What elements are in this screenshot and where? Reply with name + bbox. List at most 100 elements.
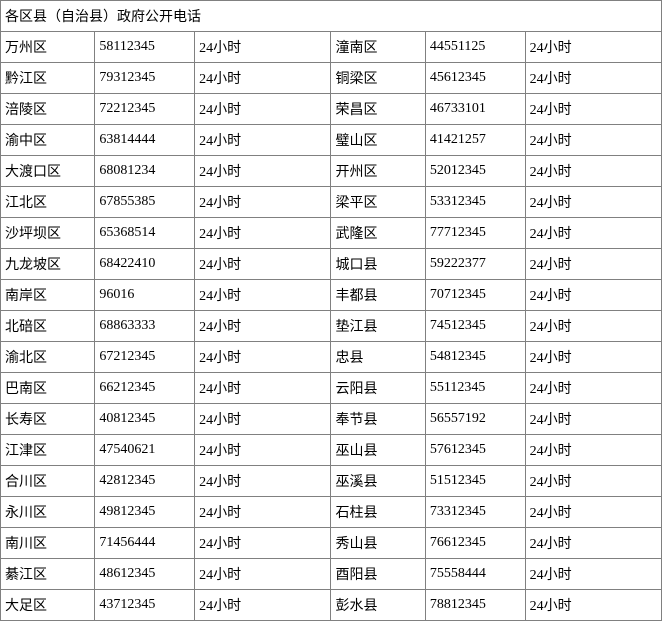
district-name-right: 云阳县 [331, 373, 425, 404]
hours-right: 24小时 [525, 218, 661, 249]
phone-number-left: 72212345 [95, 94, 195, 125]
table-row: 涪陵区7221234524小时荣昌区4673310124小时 [1, 94, 662, 125]
hours-left: 24小时 [195, 435, 331, 466]
district-name-right: 城口县 [331, 249, 425, 280]
district-name-right: 巫溪县 [331, 466, 425, 497]
table-row: 渝中区6381444424小时璧山区4142125724小时 [1, 125, 662, 156]
phone-number-right: 41421257 [425, 125, 525, 156]
district-name-left: 南岸区 [1, 280, 95, 311]
hours-right: 24小时 [525, 528, 661, 559]
district-name-right: 秀山县 [331, 528, 425, 559]
hours-left: 24小时 [195, 32, 331, 63]
table-row: 沙坪坝区6536851424小时武隆区7771234524小时 [1, 218, 662, 249]
district-name-right: 开州区 [331, 156, 425, 187]
district-name-left: 南川区 [1, 528, 95, 559]
hours-left: 24小时 [195, 590, 331, 621]
hours-left: 24小时 [195, 94, 331, 125]
hours-left: 24小时 [195, 373, 331, 404]
hours-right: 24小时 [525, 435, 661, 466]
phone-number-right: 77712345 [425, 218, 525, 249]
phone-number-left: 96016 [95, 280, 195, 311]
hours-right: 24小时 [525, 249, 661, 280]
district-name-right: 武隆区 [331, 218, 425, 249]
hours-right: 24小时 [525, 342, 661, 373]
phone-number-left: 63814444 [95, 125, 195, 156]
table-row: 巴南区6621234524小时云阳县5511234524小时 [1, 373, 662, 404]
table-row: 北碚区6886333324小时垫江县7451234524小时 [1, 311, 662, 342]
district-name-left: 黔江区 [1, 63, 95, 94]
district-name-left: 巴南区 [1, 373, 95, 404]
table-row: 江北区6785538524小时梁平区5331234524小时 [1, 187, 662, 218]
district-name-right: 荣昌区 [331, 94, 425, 125]
phone-number-left: 79312345 [95, 63, 195, 94]
district-name-left: 大渡口区 [1, 156, 95, 187]
phone-number-right: 75558444 [425, 559, 525, 590]
district-name-right: 巫山县 [331, 435, 425, 466]
phone-number-left: 58112345 [95, 32, 195, 63]
phone-number-left: 66212345 [95, 373, 195, 404]
district-name-right: 忠县 [331, 342, 425, 373]
table-row: 江津区4754062124小时巫山县5761234524小时 [1, 435, 662, 466]
phone-number-left: 71456444 [95, 528, 195, 559]
phone-number-left: 67212345 [95, 342, 195, 373]
phone-number-right: 55112345 [425, 373, 525, 404]
phone-number-left: 48612345 [95, 559, 195, 590]
hours-right: 24小时 [525, 125, 661, 156]
phone-number-right: 56557192 [425, 404, 525, 435]
district-name-left: 渝北区 [1, 342, 95, 373]
phone-number-left: 68081234 [95, 156, 195, 187]
hours-right: 24小时 [525, 590, 661, 621]
hours-right: 24小时 [525, 280, 661, 311]
phone-number-right: 70712345 [425, 280, 525, 311]
district-name-right: 酉阳县 [331, 559, 425, 590]
phone-number-right: 46733101 [425, 94, 525, 125]
district-name-left: 涪陵区 [1, 94, 95, 125]
phone-number-right: 76612345 [425, 528, 525, 559]
district-name-left: 渝中区 [1, 125, 95, 156]
district-name-left: 大足区 [1, 590, 95, 621]
hours-left: 24小时 [195, 218, 331, 249]
hours-left: 24小时 [195, 404, 331, 435]
phone-number-right: 44551125 [425, 32, 525, 63]
table-row: 大渡口区6808123424小时开州区5201234524小时 [1, 156, 662, 187]
district-name-left: 沙坪坝区 [1, 218, 95, 249]
hours-right: 24小时 [525, 156, 661, 187]
phone-number-left: 40812345 [95, 404, 195, 435]
district-name-right: 铜梁区 [331, 63, 425, 94]
hours-left: 24小时 [195, 466, 331, 497]
government-phone-table: 各区县（自治县）政府公开电话 万州区5811234524小时潼南区4455112… [0, 0, 662, 621]
district-name-left: 永川区 [1, 497, 95, 528]
hours-left: 24小时 [195, 311, 331, 342]
phone-number-right: 51512345 [425, 466, 525, 497]
phone-number-left: 42812345 [95, 466, 195, 497]
table-row: 万州区5811234524小时潼南区4455112524小时 [1, 32, 662, 63]
district-name-right: 璧山区 [331, 125, 425, 156]
district-name-left: 万州区 [1, 32, 95, 63]
phone-number-left: 68422410 [95, 249, 195, 280]
district-name-left: 合川区 [1, 466, 95, 497]
district-name-right: 彭水县 [331, 590, 425, 621]
hours-right: 24小时 [525, 32, 661, 63]
phone-number-right: 45612345 [425, 63, 525, 94]
hours-right: 24小时 [525, 373, 661, 404]
district-name-left: 北碚区 [1, 311, 95, 342]
district-name-right: 潼南区 [331, 32, 425, 63]
district-name-left: 江津区 [1, 435, 95, 466]
hours-left: 24小时 [195, 559, 331, 590]
hours-right: 24小时 [525, 466, 661, 497]
table-header-row: 各区县（自治县）政府公开电话 [1, 1, 662, 32]
hours-right: 24小时 [525, 404, 661, 435]
district-name-right: 丰都县 [331, 280, 425, 311]
table-row: 大足区4371234524小时彭水县7881234524小时 [1, 590, 662, 621]
table-title: 各区县（自治县）政府公开电话 [1, 1, 662, 32]
phone-number-right: 78812345 [425, 590, 525, 621]
hours-left: 24小时 [195, 497, 331, 528]
hours-left: 24小时 [195, 125, 331, 156]
hours-left: 24小时 [195, 528, 331, 559]
table-row: 南岸区9601624小时丰都县7071234524小时 [1, 280, 662, 311]
district-name-left: 江北区 [1, 187, 95, 218]
phone-number-right: 52012345 [425, 156, 525, 187]
phone-number-left: 65368514 [95, 218, 195, 249]
hours-right: 24小时 [525, 311, 661, 342]
phone-number-right: 74512345 [425, 311, 525, 342]
